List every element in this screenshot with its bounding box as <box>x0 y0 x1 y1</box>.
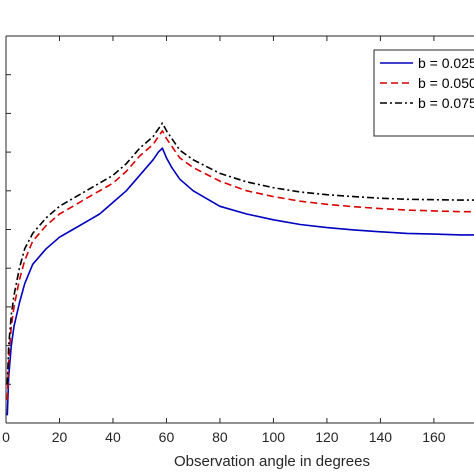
x-tick-label: 40 <box>105 429 121 445</box>
x-tick-label: 160 <box>422 429 446 445</box>
x-tick-label: 140 <box>369 429 393 445</box>
x-tick-label: 80 <box>212 429 228 445</box>
x-tick-label: 60 <box>159 429 175 445</box>
x-tick-label: 20 <box>52 429 68 445</box>
series-line-3 <box>6 122 474 385</box>
legend-label-3: b = 0.075 <box>418 95 474 111</box>
x-axis-title: Observation angle in degrees <box>174 453 370 470</box>
x-tick-label: 120 <box>315 429 339 445</box>
series-lines <box>6 122 474 416</box>
axes: 0 20 40 60 80 100 120 140 160 <box>2 35 474 445</box>
legend-label-2: b = 0.050 <box>418 75 474 91</box>
series-line-2 <box>6 130 474 400</box>
series-line-1 <box>6 147 474 416</box>
x-tick-label: 100 <box>262 429 286 445</box>
legend: b = 0.025 b = 0.050 b = 0.075 <box>373 49 474 137</box>
legend-label-1: b = 0.025 <box>418 55 474 71</box>
legend-box <box>373 49 474 137</box>
x-tick-label: 0 <box>2 429 10 445</box>
